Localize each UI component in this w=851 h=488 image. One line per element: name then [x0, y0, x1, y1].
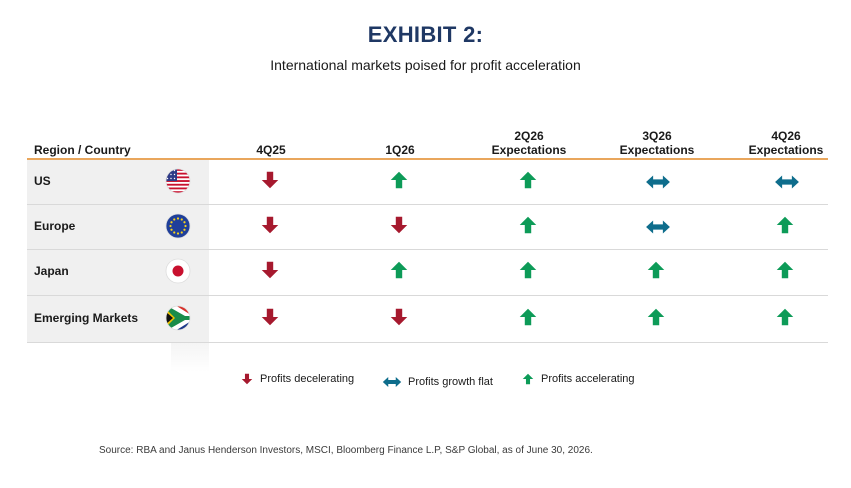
arrow-down-icon: [259, 306, 283, 330]
arrow-up-icon: [774, 259, 798, 283]
column-header-1: 4Q25: [256, 143, 286, 157]
exhibit-title: EXHIBIT 2:: [367, 22, 484, 47]
column-header-2: 1Q26: [385, 143, 415, 157]
arrow-down-icon: [388, 214, 412, 238]
header-rule: [27, 158, 828, 160]
row-divider: [27, 342, 828, 343]
legend-label: Profits decelerating: [260, 373, 355, 385]
column-header-region: Region / Country: [34, 143, 131, 157]
source-note: Source: RBA and Janus Henderson Investor…: [99, 445, 593, 456]
profit-table: Region / Country 4Q25 1Q26 2Q26 Expectation…: [27, 124, 828, 372]
column-header-4: 3Q26 Expectations: [619, 129, 695, 157]
row-divider: [27, 249, 828, 250]
arrow-left-right-icon: [645, 214, 670, 238]
arrow-left-right-icon: [382, 372, 408, 392]
arrow-left-right-icon: [774, 169, 799, 193]
arrow-up-icon: [388, 169, 412, 193]
legend: Profits decelerating Profits growth flat P…: [0, 372, 851, 392]
legend-item-flat: Profits growth flat: [382, 372, 493, 392]
arrow-up-icon: [517, 214, 541, 238]
column-header-5: 4Q26 Expectations: [748, 129, 824, 157]
legend-label: Profits growth flat: [408, 376, 493, 388]
arrow-up-icon: [517, 169, 541, 193]
row-label: Japan: [34, 264, 69, 278]
arrow-down-icon: [388, 306, 412, 330]
arrow-up-icon: [645, 259, 669, 283]
eu-flag-icon: [165, 213, 191, 239]
arrow-left-right-icon: [645, 169, 670, 193]
arrow-down-icon: [259, 214, 283, 238]
arrow-up-icon: [645, 306, 669, 330]
arrow-up-icon: [517, 306, 541, 330]
arrow-down-icon: [240, 372, 260, 386]
legend-item-accelerating: Profits accelerating: [521, 372, 635, 386]
arrow-up-icon: [521, 372, 541, 386]
arrow-down-icon: [259, 259, 283, 283]
column-header-3: 2Q26 Expectations: [491, 129, 567, 157]
exhibit-subtitle: International markets poised for profit …: [270, 57, 581, 73]
japan-flag-icon: [165, 258, 191, 284]
row-label: US: [34, 174, 51, 188]
arrow-up-icon: [774, 214, 798, 238]
arrow-up-icon: [774, 306, 798, 330]
row-divider: [27, 295, 828, 296]
arrow-up-icon: [388, 259, 412, 283]
arrow-down-icon: [259, 169, 283, 193]
arrow-up-icon: [517, 259, 541, 283]
row-label: Europe: [34, 219, 76, 233]
legend-item-decelerating: Profits decelerating: [240, 372, 354, 386]
legend-label: Profits accelerating: [541, 373, 635, 385]
region-column-fade: [171, 342, 209, 372]
row-divider: [27, 204, 828, 205]
us-flag-icon: [165, 168, 191, 194]
south-africa-flag-icon: [165, 305, 191, 331]
row-label: Emerging Markets: [34, 311, 139, 325]
